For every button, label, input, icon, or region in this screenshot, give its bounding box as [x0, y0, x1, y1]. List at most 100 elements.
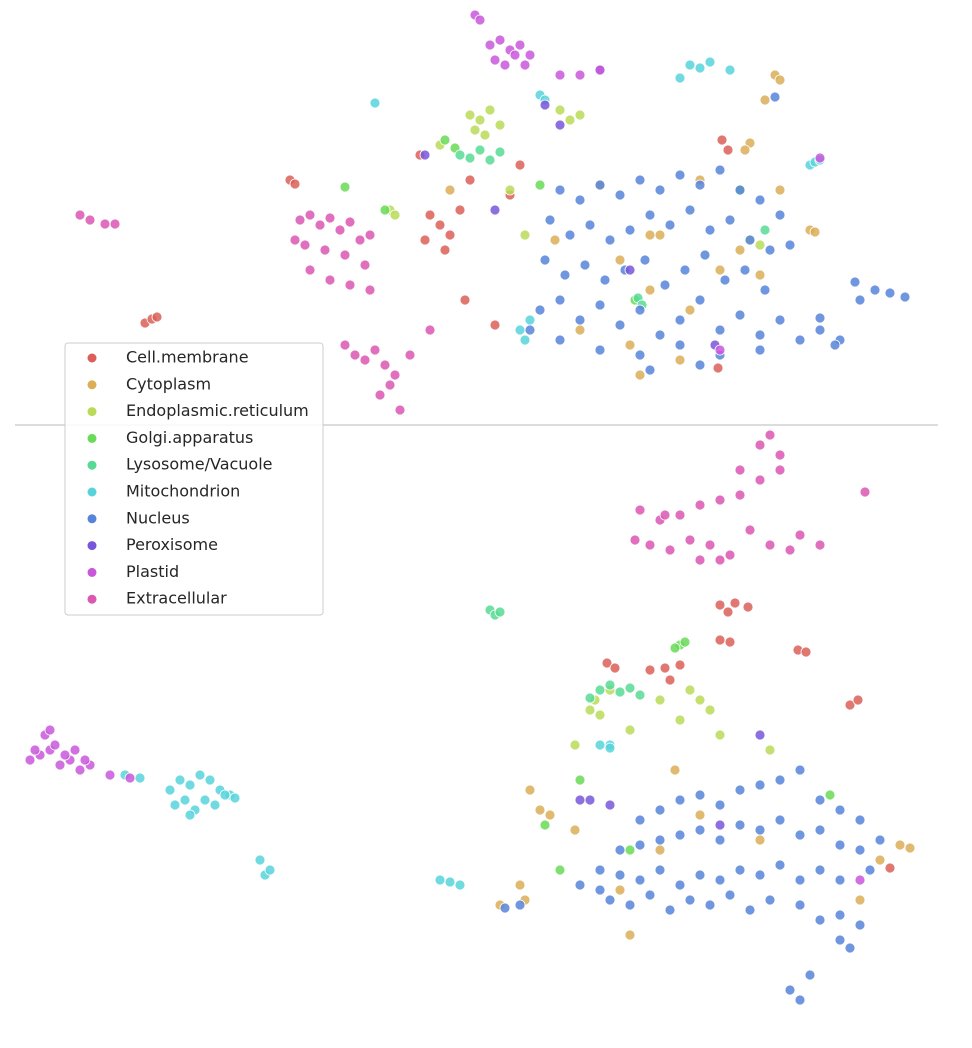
point [151, 311, 163, 323]
point [579, 259, 591, 271]
point [674, 659, 686, 671]
point [424, 324, 436, 336]
point [724, 636, 736, 648]
point [774, 814, 786, 826]
point [484, 104, 496, 116]
point [289, 178, 301, 190]
legend-marker [87, 567, 97, 577]
point [644, 664, 656, 676]
point [519, 59, 531, 71]
legend-marker [87, 353, 97, 363]
point [684, 894, 696, 906]
point [594, 684, 606, 696]
point [704, 899, 716, 911]
point [534, 179, 546, 191]
point [764, 744, 776, 756]
point [474, 14, 486, 26]
point [759, 284, 771, 296]
point [694, 809, 706, 821]
point [884, 862, 896, 874]
point [474, 114, 486, 126]
point [634, 369, 646, 381]
point [634, 504, 646, 516]
point [499, 902, 511, 914]
point [729, 597, 741, 609]
point [634, 349, 646, 361]
point [54, 759, 66, 771]
point [644, 539, 656, 551]
point [669, 642, 681, 654]
point [664, 904, 676, 916]
legend-label: Endoplasmic.reticulum [126, 401, 309, 420]
point [874, 834, 886, 846]
point [716, 134, 728, 146]
point [794, 334, 806, 346]
point [264, 864, 276, 876]
point [654, 329, 666, 341]
point [444, 229, 456, 241]
point [464, 174, 476, 186]
point [854, 894, 866, 906]
point [539, 254, 551, 266]
point [489, 204, 501, 216]
point [784, 544, 796, 556]
point [634, 304, 646, 316]
legend-marker [87, 380, 97, 390]
point [574, 109, 586, 121]
point [594, 739, 606, 751]
legend-marker [87, 487, 97, 497]
point [569, 824, 581, 836]
point [324, 212, 336, 224]
point [794, 994, 806, 1006]
point [659, 509, 671, 521]
point [484, 154, 496, 166]
legend-marker [87, 541, 97, 551]
point [634, 174, 646, 186]
point [184, 809, 196, 821]
point [714, 554, 726, 566]
point [774, 209, 786, 221]
point [601, 657, 613, 669]
point [714, 324, 726, 336]
point [424, 209, 436, 221]
point [794, 764, 806, 776]
point [624, 682, 636, 694]
point [594, 884, 606, 896]
point [204, 774, 216, 786]
point [584, 794, 596, 806]
point [339, 181, 351, 193]
point [604, 799, 616, 811]
point [509, 49, 521, 61]
point [814, 824, 826, 836]
point [554, 334, 566, 346]
point [694, 824, 706, 836]
point [844, 699, 856, 711]
point [659, 279, 671, 291]
point [364, 284, 376, 296]
point [464, 109, 476, 121]
point [444, 184, 456, 196]
point [624, 724, 636, 736]
point [814, 324, 826, 336]
point [574, 69, 586, 81]
legend-marker [87, 514, 97, 524]
point [554, 104, 566, 116]
legend-marker [87, 407, 97, 417]
point [774, 464, 786, 476]
point [379, 204, 391, 216]
point [199, 794, 211, 806]
point [654, 804, 666, 816]
point [724, 889, 736, 901]
point [454, 204, 466, 216]
legend-label: Cytoplasm [126, 374, 211, 393]
point [614, 319, 626, 331]
point [594, 709, 606, 721]
point [849, 276, 861, 288]
point [254, 854, 266, 866]
point [74, 764, 86, 776]
point [794, 829, 806, 841]
point [739, 144, 751, 156]
point [754, 194, 766, 206]
legend-label: Golgi.apparatus [126, 428, 253, 447]
point [714, 634, 726, 646]
